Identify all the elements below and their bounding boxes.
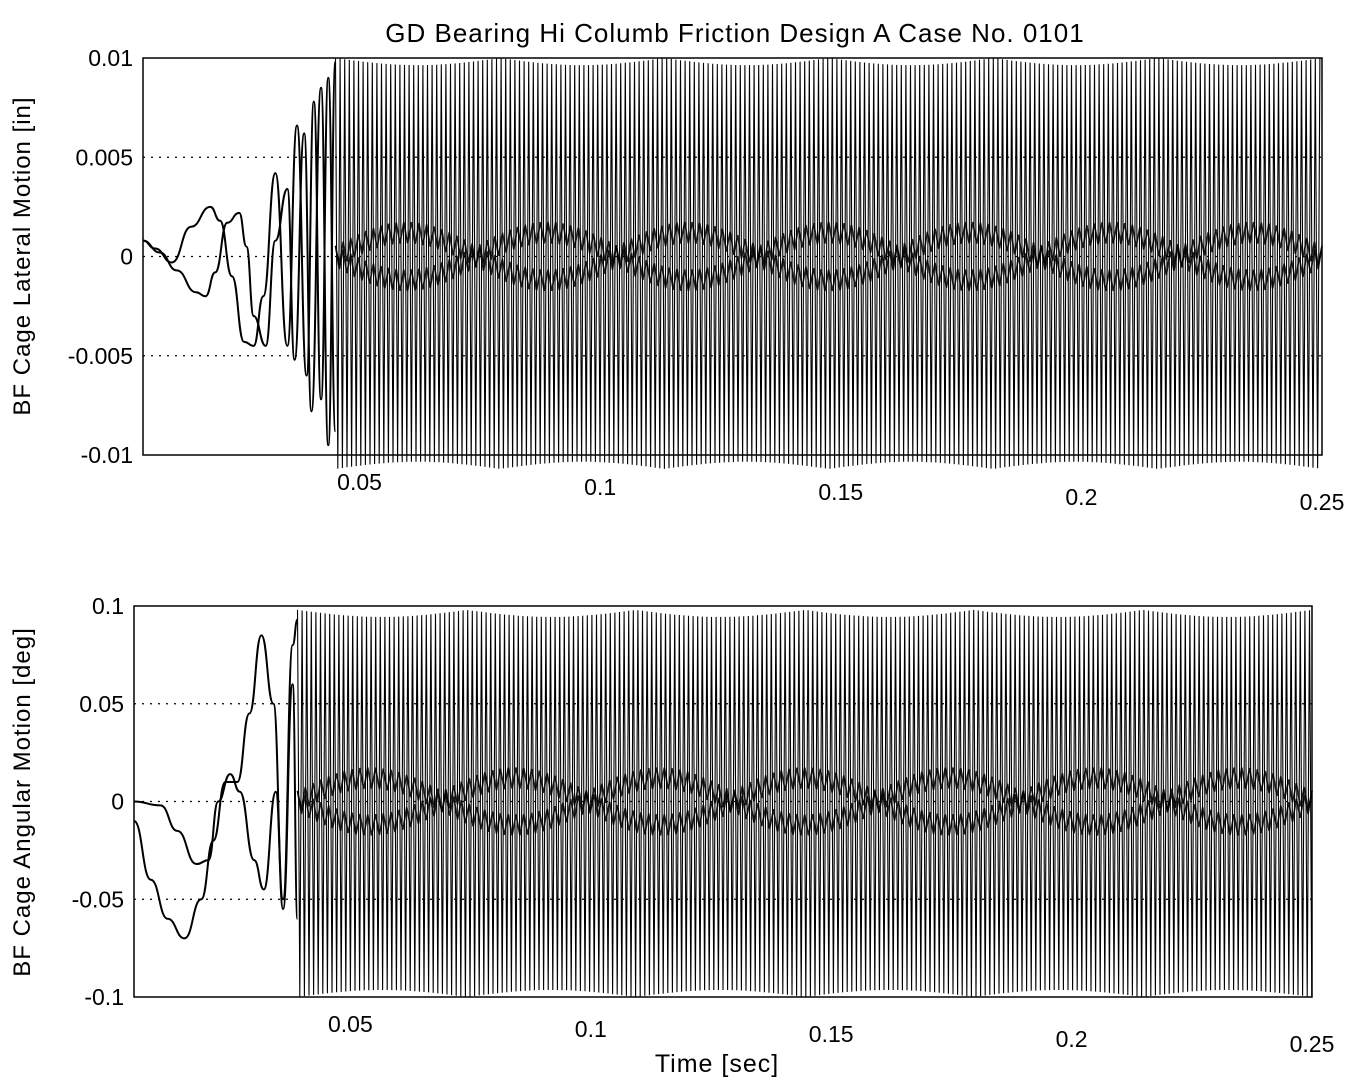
x-tick-label: 0.25 [1300, 489, 1345, 515]
y-axis-label-lateral: BF Cage Lateral Motion [in] [9, 96, 36, 415]
y-tick-label: -0.05 [72, 886, 124, 912]
x-tick-label: 0.1 [575, 1016, 607, 1042]
tick-labels-angular: 0.1 0.05 0 -0.05 -0.1 0.05 0.1 0.15 0.2 0.25 [72, 593, 1335, 1057]
x-tick-label: 0.1 [584, 474, 616, 500]
lateral-motion-panel: BF Cage Lateral Motion [in] 0.01 0.005 0 -0… [9, 45, 1344, 515]
series-line-1 [142, 76, 337, 433]
angular-motion-panel: BF Cage Angular Motion [deg] 0.1 0.05 0 -0.… [9, 593, 1334, 1057]
envelope-trace [296, 790, 1313, 836]
y-tick-label: 0.005 [75, 144, 133, 170]
plot-frame-angular [133, 605, 1313, 998]
series-line-2 [133, 683, 299, 920]
x-tick-label: 0.15 [818, 479, 863, 505]
y-tick-label: 0 [111, 789, 124, 815]
envelope-trace [296, 767, 1313, 812]
series-angular [133, 618, 299, 940]
x-tick-label: 0.15 [809, 1021, 854, 1047]
x-tick-label: 0.2 [1056, 1026, 1088, 1052]
tick-labels-lateral: 0.01 0.005 0 -0.005 -0.01 0.05 0.1 0.15 0.2 0.25 [68, 45, 1345, 515]
envelope-trace [334, 245, 1323, 292]
y-tick-label: -0.005 [68, 343, 133, 369]
y-tick-label: 0.1 [92, 593, 124, 619]
x-tick-label: 0.05 [337, 469, 382, 495]
x-tick-label: 0.2 [1065, 484, 1097, 510]
oscillation-band-angular [296, 609, 1313, 998]
y-tick-label: -0.01 [81, 442, 133, 468]
y-tick-label: 0 [120, 244, 133, 270]
envelope-trace [334, 221, 1323, 268]
oscillation-band-lateral [334, 57, 1323, 469]
oscillation-trace [296, 609, 1313, 998]
plot-frame-lateral [142, 57, 1323, 456]
series-line-1 [133, 618, 299, 940]
series-line-2 [142, 60, 337, 447]
y-tick-label: 0.01 [88, 45, 133, 71]
x-tick-label: 0.05 [328, 1011, 373, 1037]
y-tick-label: 0.05 [79, 691, 124, 717]
figure-title: GD Bearing Hi Columb Friction Design A C… [385, 18, 1084, 48]
x-tick-label: 0.25 [1290, 1031, 1335, 1057]
y-axis-label-angular: BF Cage Angular Motion [deg] [9, 627, 36, 977]
y-tick-label: -0.1 [84, 984, 124, 1010]
x-axis-label: Time [sec] [655, 1050, 779, 1078]
series-lateral [142, 60, 337, 447]
